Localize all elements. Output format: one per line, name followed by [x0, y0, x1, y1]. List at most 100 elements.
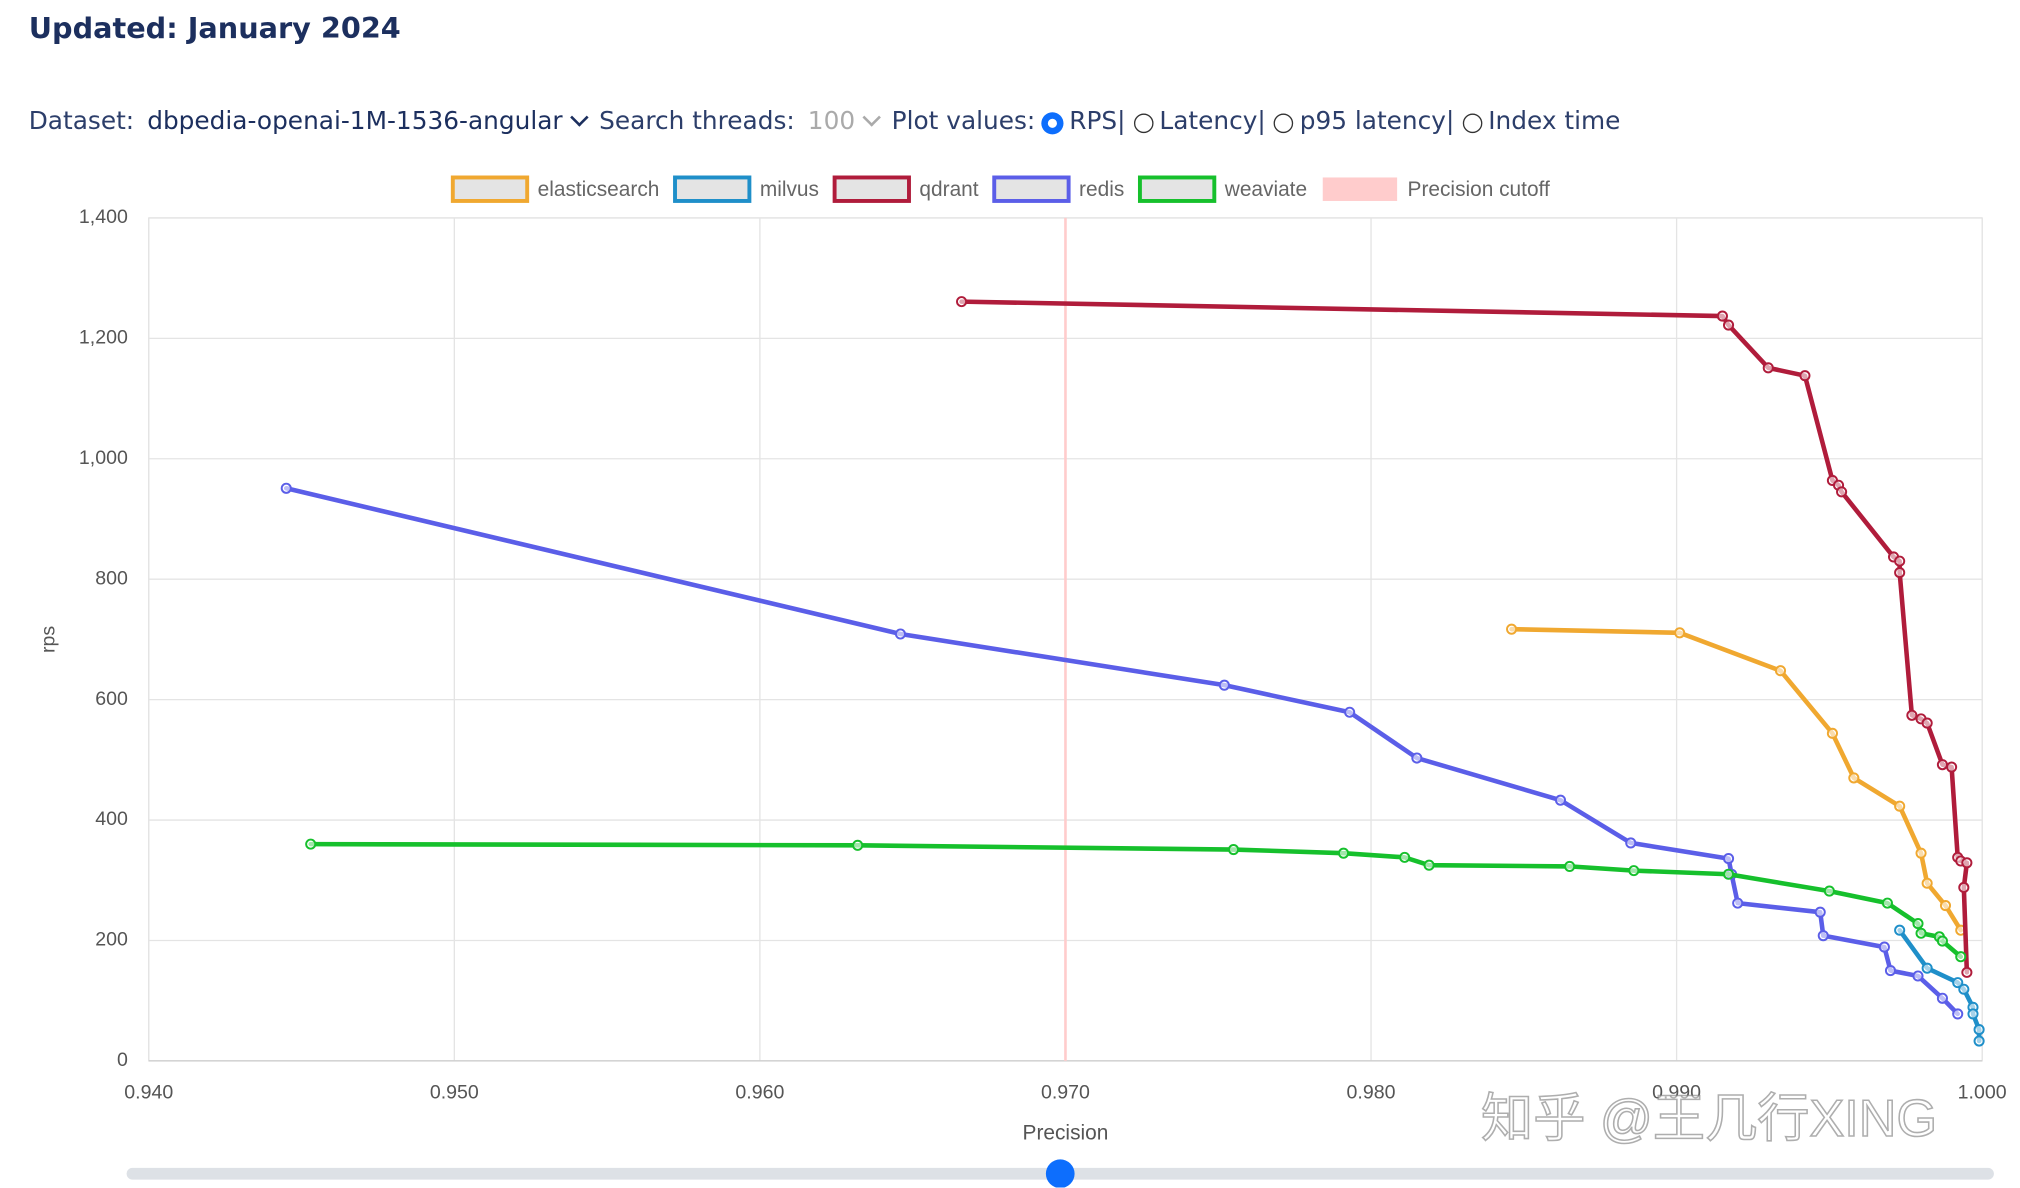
legend-swatch: [832, 175, 911, 203]
y-tick-label: 400: [95, 808, 128, 830]
data-point: [1564, 860, 1576, 872]
data-point: [1894, 567, 1906, 579]
y-tick-label: 1,400: [79, 206, 128, 228]
series-line: [308, 841, 1964, 960]
data-point: [1817, 930, 1829, 942]
dataset-label: Dataset:: [28, 107, 135, 136]
data-point: [305, 838, 317, 850]
slider-thumb[interactable]: [1045, 1159, 1075, 1188]
data-point: [894, 628, 906, 640]
radio-label: Latency|: [1159, 107, 1266, 136]
data-point: [1912, 918, 1924, 930]
data-point: [1399, 851, 1411, 863]
radio-label: p95 latency|: [1299, 107, 1455, 136]
data-point: [1836, 486, 1848, 498]
data-point: [1762, 362, 1774, 374]
threads-select[interactable]: 100: [807, 107, 856, 136]
radio-button[interactable]: [1273, 112, 1294, 133]
data-point: [956, 296, 968, 308]
x-tick-label: 0.980: [1347, 1082, 1396, 1104]
data-point: [1946, 761, 1958, 773]
data-point: [1774, 665, 1787, 677]
controls: Dataset: dbpedia-openai-1M-1536-angular …: [29, 107, 1626, 136]
data-point: [1716, 310, 1728, 322]
data-point: [1915, 847, 1927, 859]
legend-label: redis: [1079, 178, 1124, 201]
radio-label: Index time: [1488, 107, 1621, 136]
data-point: [1936, 935, 1948, 947]
data-point: [1218, 679, 1230, 691]
data-point: [1826, 727, 1838, 739]
y-axis-title: rps: [38, 626, 60, 653]
legend-label: qdrant: [919, 178, 978, 201]
radio-group: RPS| Latency| p95 latency| Index time: [1041, 107, 1626, 136]
x-tick-label: 1.000: [1958, 1082, 2007, 1104]
x-tick-label: 0.960: [735, 1082, 784, 1104]
data-point: [1732, 897, 1744, 909]
data-point: [1915, 927, 1927, 939]
data-point: [1961, 966, 1973, 978]
page-title: Updated: January 2024: [28, 13, 401, 46]
data-point: [1848, 772, 1860, 784]
data-point: [1958, 983, 1970, 995]
data-point: [1921, 877, 1933, 889]
x-tick-label: 0.970: [1041, 1082, 1090, 1104]
data-point: [1881, 897, 1893, 909]
data-point: [1961, 857, 1973, 869]
series-line: [1509, 626, 1964, 933]
data-point: [1958, 881, 1970, 894]
data-point: [1411, 752, 1423, 764]
legend-swatch: [673, 175, 752, 203]
data-point: [1921, 962, 1933, 974]
dataset-select[interactable]: dbpedia-openai-1M-1536-angular: [147, 107, 563, 136]
x-tick-label: 0.950: [430, 1082, 479, 1104]
radio-button[interactable]: [1133, 112, 1153, 133]
y-tick-label: 1,200: [79, 327, 128, 349]
radio-button[interactable]: [1462, 112, 1482, 133]
data-point: [1952, 1008, 1964, 1020]
y-tick-label: 200: [95, 929, 128, 951]
data-point: [1625, 837, 1637, 849]
legend-label: Precision cutoff: [1408, 178, 1550, 201]
data-point: [1799, 370, 1811, 382]
data-point: [1344, 706, 1356, 718]
legend-label: elasticsearch: [538, 178, 660, 201]
x-axis-title: Precision: [1023, 1121, 1109, 1144]
data-point: [1952, 977, 1964, 989]
data-point: [1722, 319, 1735, 331]
data-point: [1973, 1035, 1985, 1047]
watermark: 知乎 @王几行XING: [1481, 1090, 1937, 1148]
data-point: [1628, 865, 1640, 877]
data-point: [1878, 941, 1890, 953]
plot-label: Plot values:: [891, 107, 1036, 136]
data-point: [1506, 623, 1518, 635]
data-point: [1955, 951, 1967, 963]
y-tick-label: 1,000: [79, 447, 128, 469]
legend-swatch: [1137, 175, 1217, 203]
data-point: [1936, 992, 1948, 1004]
series-line: [959, 299, 1970, 975]
data-point: [1894, 924, 1906, 936]
legend-swatch: [1322, 177, 1398, 201]
y-tick-label: 0: [117, 1049, 128, 1071]
data-point: [1912, 970, 1924, 982]
data-point: [1423, 859, 1435, 871]
y-tick-label: 800: [95, 567, 128, 589]
data-point: [1722, 853, 1735, 865]
radio-button[interactable]: [1043, 112, 1063, 133]
radio-label: RPS|: [1069, 107, 1126, 136]
data-point: [1722, 868, 1735, 880]
data-point: [1936, 759, 1948, 771]
data-point: [1906, 709, 1918, 721]
data-point: [1884, 965, 1897, 977]
y-tick-label: 600: [95, 688, 128, 710]
data-point: [1823, 885, 1835, 897]
data-point: [1814, 906, 1826, 918]
data-point: [852, 839, 864, 851]
legend-label: milvus: [760, 178, 819, 201]
series-line: [283, 485, 1960, 1017]
data-point: [1973, 1024, 1985, 1036]
legend-swatch: [450, 175, 530, 203]
data-point: [1337, 847, 1350, 859]
